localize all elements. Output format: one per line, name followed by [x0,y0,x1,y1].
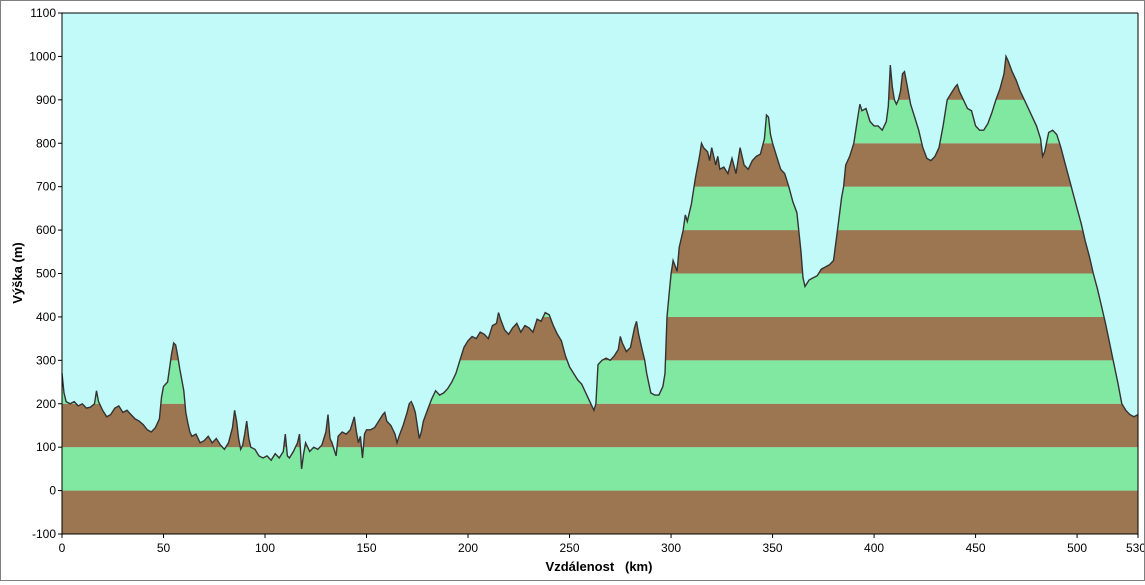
y-tick-label: 200 [36,397,56,411]
y-tick-label: 400 [36,310,56,324]
y-tick-label: 700 [36,180,56,194]
x-tick-label: 50 [157,541,171,555]
y-tick-label: 500 [36,267,56,281]
elevation-band [62,490,1138,534]
y-tick-label: -100 [32,527,56,541]
y-axis-label: Výška (m) [10,242,25,303]
x-tick-label: 150 [357,541,377,555]
x-tick-label: 450 [966,541,986,555]
x-tick-label: 0 [59,541,66,555]
x-tick-label: 100 [255,541,275,555]
x-tick-label: 300 [661,541,681,555]
elevation-profile-line [61,53,1139,469]
y-tick-label: 800 [36,136,56,150]
x-tick-label: 250 [560,541,580,555]
y-tick-label: 1000 [29,49,56,63]
x-tick-label: 350 [763,541,783,555]
x-tick-label: 500 [1067,541,1087,555]
elevation-band [62,447,1138,491]
y-tick-label: 900 [36,93,56,107]
y-tick-label: 1100 [30,6,56,20]
y-tick-label: 300 [36,353,56,367]
x-axis-ticks: 0 50 100 150 200 250 300 350 400 450 500 530 [59,534,1145,555]
y-tick-label: 600 [36,223,56,237]
x-tick-label: 200 [458,541,478,555]
x-tick-label: 530 [1126,541,1144,555]
x-tick-label: 400 [864,541,884,555]
x-axis-label: Vzdálenost (km) [546,559,653,574]
y-tick-label: 100 [36,440,56,454]
y-tick-label: 0 [49,484,56,498]
y-axis-ticks: -100 0 100 200 300 400 500 600 700 800 900 1000 1100 [29,6,62,541]
